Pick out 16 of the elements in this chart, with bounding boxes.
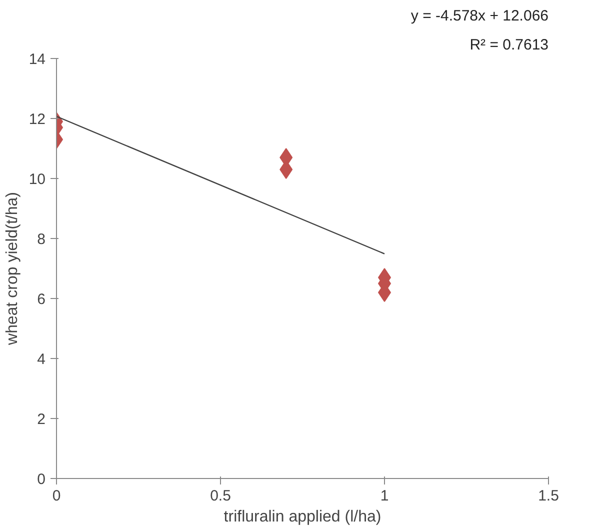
y-tick-label: 10 bbox=[28, 171, 46, 188]
y-tick-label: 2 bbox=[37, 411, 46, 428]
y-tick-label: 0 bbox=[37, 471, 46, 488]
x-tick-label: 0 bbox=[52, 488, 61, 504]
text: R² = 0.7613 bbox=[470, 36, 549, 54]
y-tick-label: 14 bbox=[28, 51, 46, 68]
y-tick-label: 4 bbox=[37, 351, 46, 368]
y-axis-title: wheat crop yield(t/ha) bbox=[4, 192, 21, 346]
x-tick-label: 1 bbox=[380, 488, 389, 504]
y-tick-label: 8 bbox=[37, 231, 46, 248]
x-tick-label: 0.5 bbox=[210, 488, 231, 504]
x-tick-label: 1.5 bbox=[538, 488, 559, 504]
text: y = -4.578x + 12.066 bbox=[410, 8, 549, 24]
y-tick-label: 6 bbox=[37, 291, 46, 308]
y-tick-label: 12 bbox=[28, 111, 46, 128]
x-axis-title: trifluralin applied (l/ha) bbox=[224, 508, 382, 526]
